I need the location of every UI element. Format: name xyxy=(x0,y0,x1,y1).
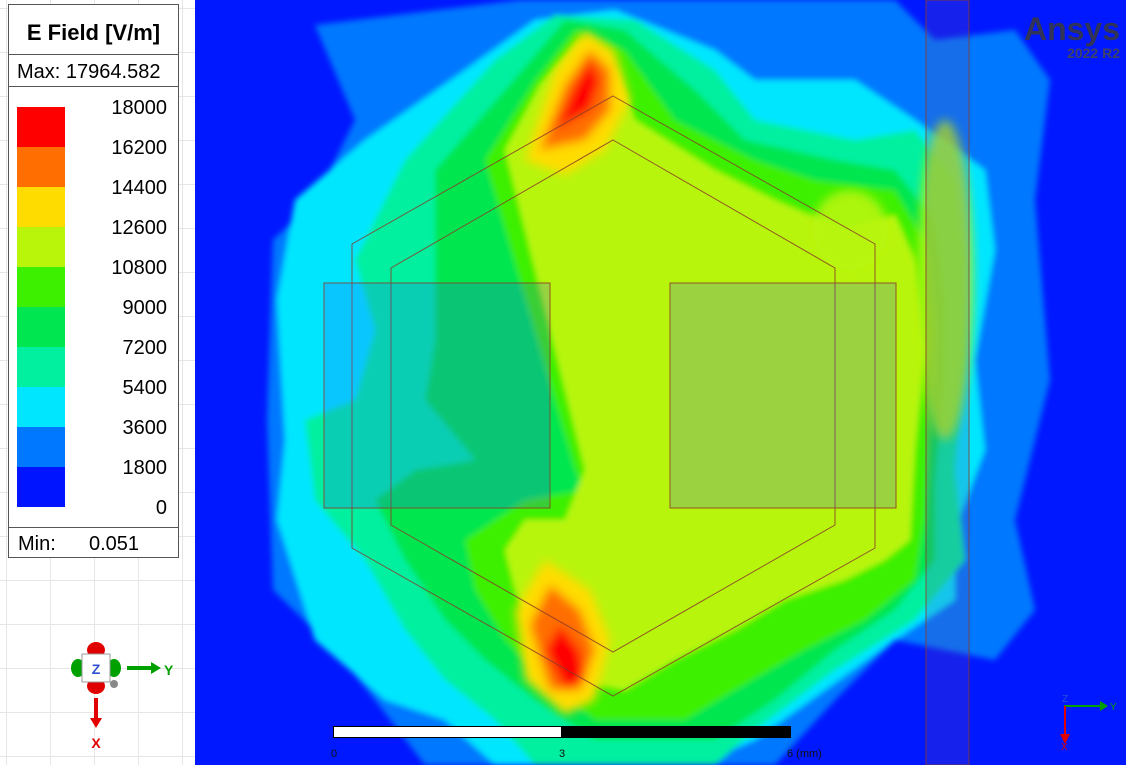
legend-tick-label: 10800 xyxy=(111,257,167,279)
watermark-version: 2022 R2 xyxy=(1067,45,1120,61)
axis-triad[interactable]: Z Y X xyxy=(0,590,195,765)
legend-tick-label: 18000 xyxy=(111,97,167,119)
mini-axis-triad: Z Y X xyxy=(1060,694,1117,753)
color-legend[interactable]: E Field [V/m] Max: 17964.582 18000 16200… xyxy=(8,4,179,558)
field-band-10800 xyxy=(505,40,925,690)
legend-swatch xyxy=(17,107,65,147)
legend-min-label: Min: xyxy=(18,533,56,555)
scale-bar-label-mid: 3 xyxy=(559,748,566,760)
legend-swatch xyxy=(17,227,65,267)
scale-bar-white-segment xyxy=(333,726,562,738)
model-geometry xyxy=(323,0,970,765)
triad-z-label: Z xyxy=(92,661,101,677)
legend-swatch xyxy=(17,147,65,187)
outer-hexagon-outline xyxy=(351,95,876,697)
legend-tick-label: 0 xyxy=(155,497,167,519)
field-plot-viewport[interactable]: Ansys 2022 R2 0 3 6 (mm) Z Y X xyxy=(195,0,1126,765)
mini-triad-x-label: X xyxy=(1061,742,1068,753)
legend-swatch xyxy=(17,187,65,227)
legend-swatch xyxy=(17,307,65,347)
triad-z-handle-icon xyxy=(71,642,121,694)
triad-x-arrow-icon xyxy=(90,698,102,728)
legend-panel: E Field [V/m] Max: 17964.582 18000 16200… xyxy=(0,0,195,765)
inner-hexagon-outline xyxy=(390,139,836,653)
scale-bar-black-segment xyxy=(562,726,791,738)
legend-tick-label: 1800 xyxy=(122,457,168,479)
legend-tick-label: 3600 xyxy=(122,417,168,439)
mini-triad-y-label: Y xyxy=(1110,702,1117,713)
legend-title: E Field [V/m] xyxy=(9,5,178,55)
legend-swatch xyxy=(17,347,65,387)
legend-swatch xyxy=(17,387,65,427)
left-port-box xyxy=(323,282,551,509)
mini-triad-z-label: Z xyxy=(1062,694,1068,705)
scale-bar xyxy=(333,726,791,738)
scale-bar-label-end: 6 (mm) xyxy=(787,748,822,760)
legend-tick-label: 9000 xyxy=(122,297,168,319)
legend-tick-label: 12600 xyxy=(111,217,167,239)
triad-y-label: Y xyxy=(164,662,174,678)
mini-triad-y-arrow-icon xyxy=(1064,701,1108,711)
legend-tick-label: 16200 xyxy=(111,137,167,159)
watermark-brand: Ansys xyxy=(1023,11,1120,47)
ansys-watermark: Ansys 2022 R2 xyxy=(1024,12,1120,60)
legend-tick-label: 14400 xyxy=(111,177,167,199)
mini-triad-x-arrow-icon xyxy=(1060,706,1070,744)
legend-min-value: 0.051 xyxy=(89,533,140,555)
triad-x-label: X xyxy=(91,735,101,751)
feed-line-strip xyxy=(925,0,970,765)
scale-bar-label-start: 0 xyxy=(331,748,338,760)
triad-y-arrow-icon xyxy=(127,662,161,674)
legend-tick-label: 7200 xyxy=(122,337,168,359)
legend-swatch xyxy=(17,267,65,307)
legend-swatch xyxy=(17,427,65,467)
e-field-contour-plot xyxy=(195,0,1126,765)
legend-max-value: Max: 17964.582 xyxy=(9,55,178,87)
legend-swatch xyxy=(17,467,65,507)
legend-tick-label: 5400 xyxy=(122,377,168,399)
right-port-box xyxy=(669,282,897,509)
legend-min-row: Min: 0.051 xyxy=(9,527,178,558)
